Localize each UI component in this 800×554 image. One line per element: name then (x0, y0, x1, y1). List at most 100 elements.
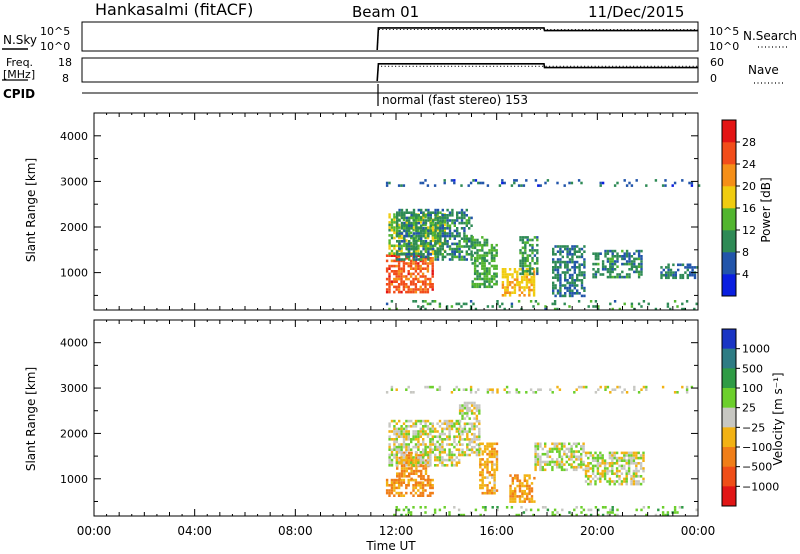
velocity-cell-8 (393, 513, 396, 517)
velocity-cell-7 (620, 456, 624, 460)
velocity-cell-3 (468, 453, 471, 457)
velocity-cell-9 (385, 391, 389, 394)
power-cell-10 (697, 184, 701, 187)
velocity-cell-7 (618, 456, 621, 460)
power-cell-1 (431, 223, 434, 227)
power-cell-4 (516, 273, 519, 276)
power-cell-8 (693, 276, 697, 280)
velocity-cell-2 (450, 451, 454, 454)
power-cell-4 (511, 291, 514, 294)
power-cell-4 (504, 270, 507, 274)
power-cell-10 (402, 184, 406, 187)
power-cell-3 (471, 282, 474, 286)
velocity-cell-8 (544, 506, 547, 509)
power-cell-2 (410, 214, 413, 217)
power-cell-2 (396, 214, 399, 217)
velocity-cell-5 (521, 489, 524, 493)
power-colorbar-tick-label: 20 (742, 180, 756, 193)
power-cell-7 (594, 270, 598, 274)
power-cell-1 (419, 218, 422, 222)
power-cell-10 (563, 184, 566, 187)
velocity-cell-8 (635, 508, 638, 512)
velocity-cell-2 (417, 440, 420, 444)
velocity-cell-6 (553, 460, 556, 464)
velocity-cell-1 (420, 475, 423, 478)
velocity-cell-2 (438, 435, 442, 438)
velocity-cell-1 (405, 475, 408, 478)
velocity-cell-2 (414, 430, 418, 433)
velocity-cell-5 (518, 482, 522, 485)
velocity-cell-0 (405, 486, 408, 490)
velocity-cell-5 (511, 482, 514, 485)
power-cell-3 (490, 280, 494, 283)
velocity-cell-2 (388, 422, 391, 425)
velocity-cell-8 (409, 511, 413, 514)
power-cell-6 (552, 281, 555, 285)
power-cell-4 (530, 288, 533, 292)
power-cell-5 (536, 272, 539, 276)
velocity-cell-2 (388, 453, 391, 457)
velocity-cell-2 (405, 451, 408, 454)
velocity-cell-7 (642, 456, 645, 460)
power-cell-3 (483, 262, 486, 265)
power-cell-7 (594, 262, 598, 266)
velocity-cell-2 (410, 461, 413, 464)
power-cell-6 (552, 289, 555, 292)
power-cell-1 (434, 231, 437, 235)
power-cell-7 (604, 268, 607, 271)
velocity-cell-9 (525, 391, 528, 394)
velocity-cell-7 (635, 480, 638, 483)
velocity-cell-2 (390, 461, 394, 464)
velocity-cell-2 (400, 461, 403, 464)
velocity-cell-7 (625, 459, 628, 462)
power-cell-1 (398, 223, 401, 227)
power-cell-4 (520, 291, 524, 294)
power-cell-2 (463, 232, 466, 235)
velocity-cell-2 (419, 443, 422, 446)
power-cell-7 (630, 255, 634, 258)
power-cell-2 (429, 216, 432, 220)
power-cell-3 (483, 243, 486, 247)
power-cell-4 (520, 286, 524, 289)
velocity-cell-7 (627, 456, 631, 460)
power-cell-1 (398, 249, 401, 253)
power-cell-2 (396, 216, 399, 220)
power-cell-7 (609, 268, 612, 271)
power-cell-0 (409, 275, 413, 278)
velocity-cell-6 (580, 465, 583, 469)
power-cell-3 (495, 267, 498, 270)
power-cell-0 (417, 262, 420, 265)
velocity-cell-3 (478, 438, 481, 441)
velocity-cell-7 (591, 454, 595, 457)
nsearch-tick-bottom: 10^0 (709, 40, 739, 53)
power-cell-2 (453, 221, 456, 225)
power-cell-4 (504, 286, 507, 289)
power-cell-7 (628, 260, 631, 263)
velocity-cell-9 (613, 388, 617, 391)
velocity-cell-1 (408, 459, 411, 462)
velocity-cell-2 (443, 464, 446, 467)
velocity-cell-2 (395, 453, 398, 457)
power-cell-7 (633, 260, 636, 263)
power-cell-7 (625, 275, 629, 279)
power-cell-3 (473, 272, 477, 276)
power-cell-4 (530, 278, 533, 281)
power-cell-8 (662, 273, 665, 277)
power-cell-8 (681, 263, 685, 267)
velocity-cell-7 (584, 472, 588, 475)
power-cell-3 (493, 264, 496, 268)
velocity-cell-9 (515, 391, 518, 394)
velocity-cell-9 (594, 391, 598, 394)
power-cell-6 (573, 247, 576, 251)
power-cell-3 (473, 285, 477, 289)
velocity-cell-7 (608, 454, 612, 457)
power-cell-9 (424, 307, 427, 311)
velocity-cell-2 (393, 430, 396, 433)
power-cell-6 (559, 250, 562, 253)
power-cell-6 (566, 271, 569, 274)
power-cell-7 (606, 260, 610, 263)
velocity-cell-4 (491, 473, 494, 477)
power-cell-4 (501, 281, 505, 284)
velocity-cell-8 (678, 506, 682, 509)
velocity-colorbar-swatch (722, 486, 736, 507)
